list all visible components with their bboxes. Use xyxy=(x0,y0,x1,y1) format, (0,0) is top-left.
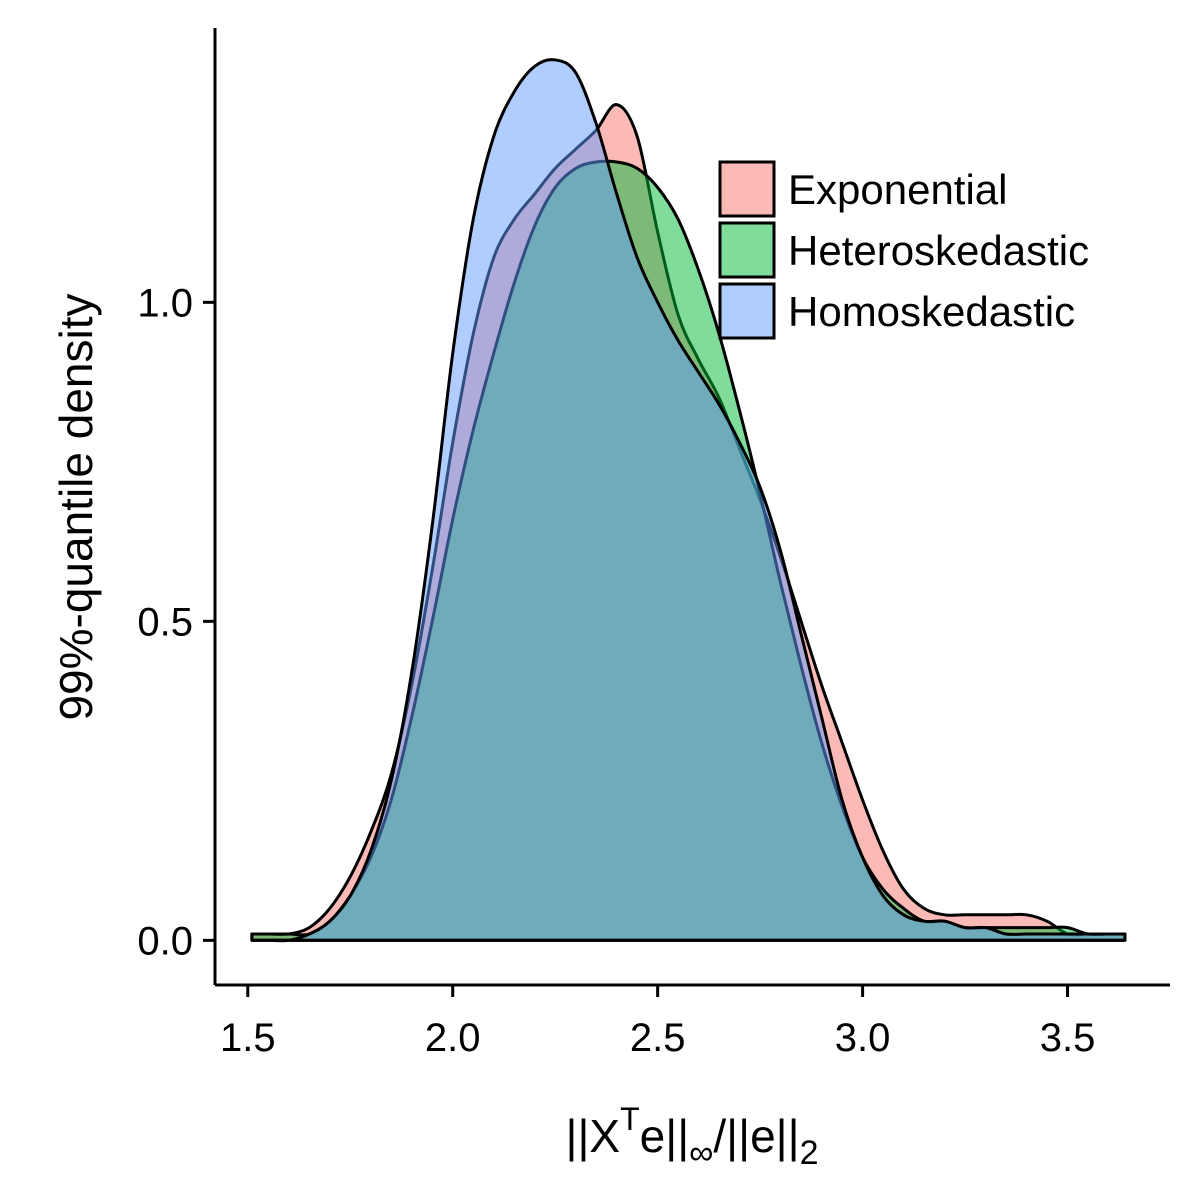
y-tick-label: 0.5 xyxy=(137,600,193,644)
density-area-homoskedastic xyxy=(250,58,1127,943)
legend-key-homoskedastic xyxy=(718,282,776,340)
density-areas xyxy=(250,58,1127,943)
x-axis-title-part-1: ||X xyxy=(566,1110,621,1162)
y-tick-label: 0.0 xyxy=(137,919,193,963)
legend-key-exponential xyxy=(718,160,776,218)
x-tick-label: 2.5 xyxy=(630,1016,686,1060)
y-axis-title: 99%-quantile density xyxy=(50,293,102,720)
x-axis-title-part-2: e|| xyxy=(640,1110,689,1162)
y-tick-label: 1.0 xyxy=(137,281,193,325)
x-tick-label: 3.5 xyxy=(1040,1016,1096,1060)
x-axis-title-subscript-2: 2 xyxy=(800,1134,819,1172)
legend: Exponential Heteroskedastic Homoskedastic xyxy=(718,160,1089,340)
x-axis-title-subscript-inf: ∞ xyxy=(689,1134,713,1172)
legend-key-heteroskedastic xyxy=(718,221,776,279)
legend-label-homoskedastic: Homoskedastic xyxy=(788,288,1075,335)
x-axis-title-superscript: T xyxy=(620,1101,640,1137)
x-tick-label: 1.5 xyxy=(220,1016,276,1060)
legend-label-heteroskedastic: Heteroskedastic xyxy=(788,227,1089,274)
x-tick-label: 3.0 xyxy=(835,1016,891,1060)
legend-label-exponential: Exponential xyxy=(788,166,1008,213)
x-axis-title: ||XTe||∞/||e||2 xyxy=(566,1101,819,1172)
x-axis-ticks: 1.5 2.0 2.5 3.0 3.5 xyxy=(220,985,1095,1060)
x-tick-label: 2.0 xyxy=(425,1016,481,1060)
y-axis-ticks: 0.0 0.5 1.0 xyxy=(137,281,215,963)
x-axis-title-part-3: /||e|| xyxy=(713,1110,799,1162)
